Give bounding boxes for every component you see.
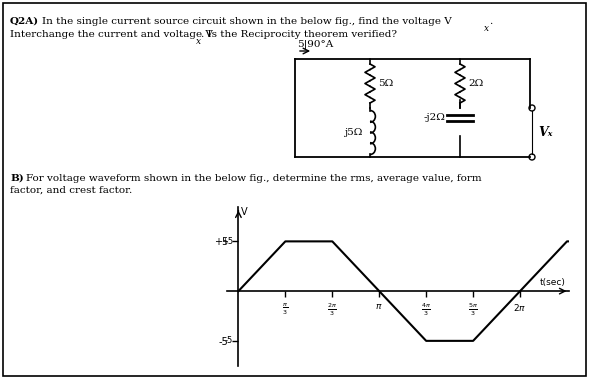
- Text: j5Ω: j5Ω: [343, 128, 362, 137]
- Text: factor, and crest factor.: factor, and crest factor.: [10, 186, 132, 195]
- Text: 2Ω: 2Ω: [468, 79, 483, 88]
- Text: B): B): [10, 174, 24, 183]
- Text: 5Ω: 5Ω: [378, 79, 394, 88]
- Text: -5: -5: [225, 337, 233, 345]
- Text: For voltage waveform shown in the below fig., determine the rms, average value, : For voltage waveform shown in the below …: [26, 174, 481, 183]
- Text: 5|90°A: 5|90°A: [297, 39, 333, 49]
- Text: x: x: [484, 24, 489, 33]
- Text: x: x: [196, 37, 201, 46]
- Text: Vₓ: Vₓ: [538, 126, 552, 139]
- Text: Interchange the current and voltage V: Interchange the current and voltage V: [10, 30, 213, 39]
- Text: +5: +5: [221, 237, 233, 246]
- Text: In the single current source circuit shown in the below fig., find the voltage V: In the single current source circuit sho…: [42, 17, 452, 26]
- Text: . Is the Reciprocity theorem verified?: . Is the Reciprocity theorem verified?: [201, 30, 397, 39]
- Text: t(sec): t(sec): [539, 278, 565, 287]
- Text: -j2Ω: -j2Ω: [423, 113, 445, 122]
- Text: V: V: [241, 207, 248, 216]
- Text: Q2A): Q2A): [10, 17, 39, 26]
- Text: .: .: [489, 17, 492, 26]
